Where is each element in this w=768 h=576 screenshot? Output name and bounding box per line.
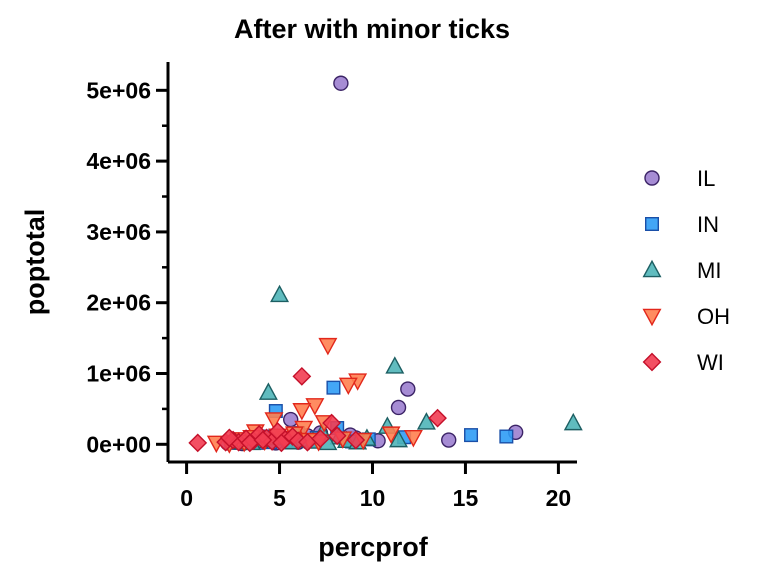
point-mi bbox=[563, 412, 583, 431]
point-oh bbox=[318, 337, 338, 356]
chart-title: After with minor ticks bbox=[234, 14, 510, 44]
legend-label: IN bbox=[697, 212, 719, 237]
point-il bbox=[333, 75, 349, 91]
legend-item-il: IL bbox=[644, 166, 715, 191]
point-wi bbox=[322, 413, 341, 433]
y-tick-label: 5e+06 bbox=[86, 77, 151, 103]
y-tick-label: 3e+06 bbox=[86, 219, 151, 245]
legend-label: IL bbox=[697, 166, 715, 191]
legend-label: WI bbox=[697, 350, 724, 375]
point-mi bbox=[385, 356, 405, 374]
x-tick-label: 0 bbox=[180, 485, 193, 511]
point-wi bbox=[292, 366, 312, 386]
y-tick-label: 1e+06 bbox=[86, 361, 151, 387]
point-in bbox=[499, 429, 514, 444]
point-oh bbox=[264, 412, 284, 430]
legend-item-mi: MI bbox=[642, 258, 721, 283]
y-tick-label: 4e+06 bbox=[86, 148, 151, 174]
point-il bbox=[400, 381, 416, 397]
legend-marker-il bbox=[644, 170, 660, 186]
data-points bbox=[188, 75, 583, 454]
x-tick-label: 10 bbox=[360, 485, 386, 511]
point-in bbox=[326, 380, 341, 395]
axes: 0e+00 1e+06 2e+06 3e+06 4e+06 5e+06 0 5 10 15 20 bbox=[86, 62, 577, 511]
y-tick-label: 2e+06 bbox=[86, 290, 151, 316]
point-wi bbox=[188, 433, 208, 453]
legend-item-wi: WI bbox=[642, 350, 724, 375]
legend-label: MI bbox=[697, 258, 721, 283]
point-wi bbox=[327, 426, 347, 446]
point-in bbox=[464, 428, 479, 443]
legend: IL IN MI OH WI bbox=[642, 166, 730, 375]
legend-marker-mi bbox=[642, 259, 662, 278]
point-wi bbox=[311, 429, 330, 449]
point-oh bbox=[305, 398, 325, 416]
series-mi bbox=[229, 284, 583, 451]
x-tick-label: 5 bbox=[273, 485, 286, 511]
point-mi bbox=[416, 412, 436, 430]
point-mi bbox=[258, 382, 278, 400]
x-axis-label: percprof bbox=[318, 532, 429, 562]
y-tick-label: 0e+00 bbox=[86, 431, 151, 457]
point-wi bbox=[253, 430, 273, 450]
point-oh bbox=[292, 403, 312, 421]
point-mi bbox=[389, 429, 409, 448]
point-il bbox=[390, 399, 407, 416]
legend-marker-wi bbox=[642, 352, 662, 372]
point-il bbox=[441, 432, 457, 448]
legend-label: OH bbox=[697, 304, 730, 329]
point-mi bbox=[270, 284, 290, 303]
point-oh bbox=[403, 429, 423, 448]
legend-item-oh: OH bbox=[642, 304, 730, 329]
point-wi bbox=[346, 430, 366, 450]
x-tick-label: 20 bbox=[546, 485, 572, 511]
legend-marker-in bbox=[645, 216, 660, 231]
point-oh bbox=[338, 377, 358, 396]
point-oh bbox=[381, 426, 401, 444]
point-wi bbox=[219, 428, 239, 448]
x-tick-label: 15 bbox=[453, 485, 479, 511]
legend-item-in: IN bbox=[645, 212, 719, 237]
legend-marker-oh bbox=[642, 308, 662, 327]
series-wi bbox=[188, 366, 447, 453]
y-axis-label: poptotal bbox=[20, 209, 50, 315]
point-wi bbox=[428, 408, 447, 428]
point-il bbox=[283, 411, 299, 428]
point-wi bbox=[272, 433, 291, 453]
